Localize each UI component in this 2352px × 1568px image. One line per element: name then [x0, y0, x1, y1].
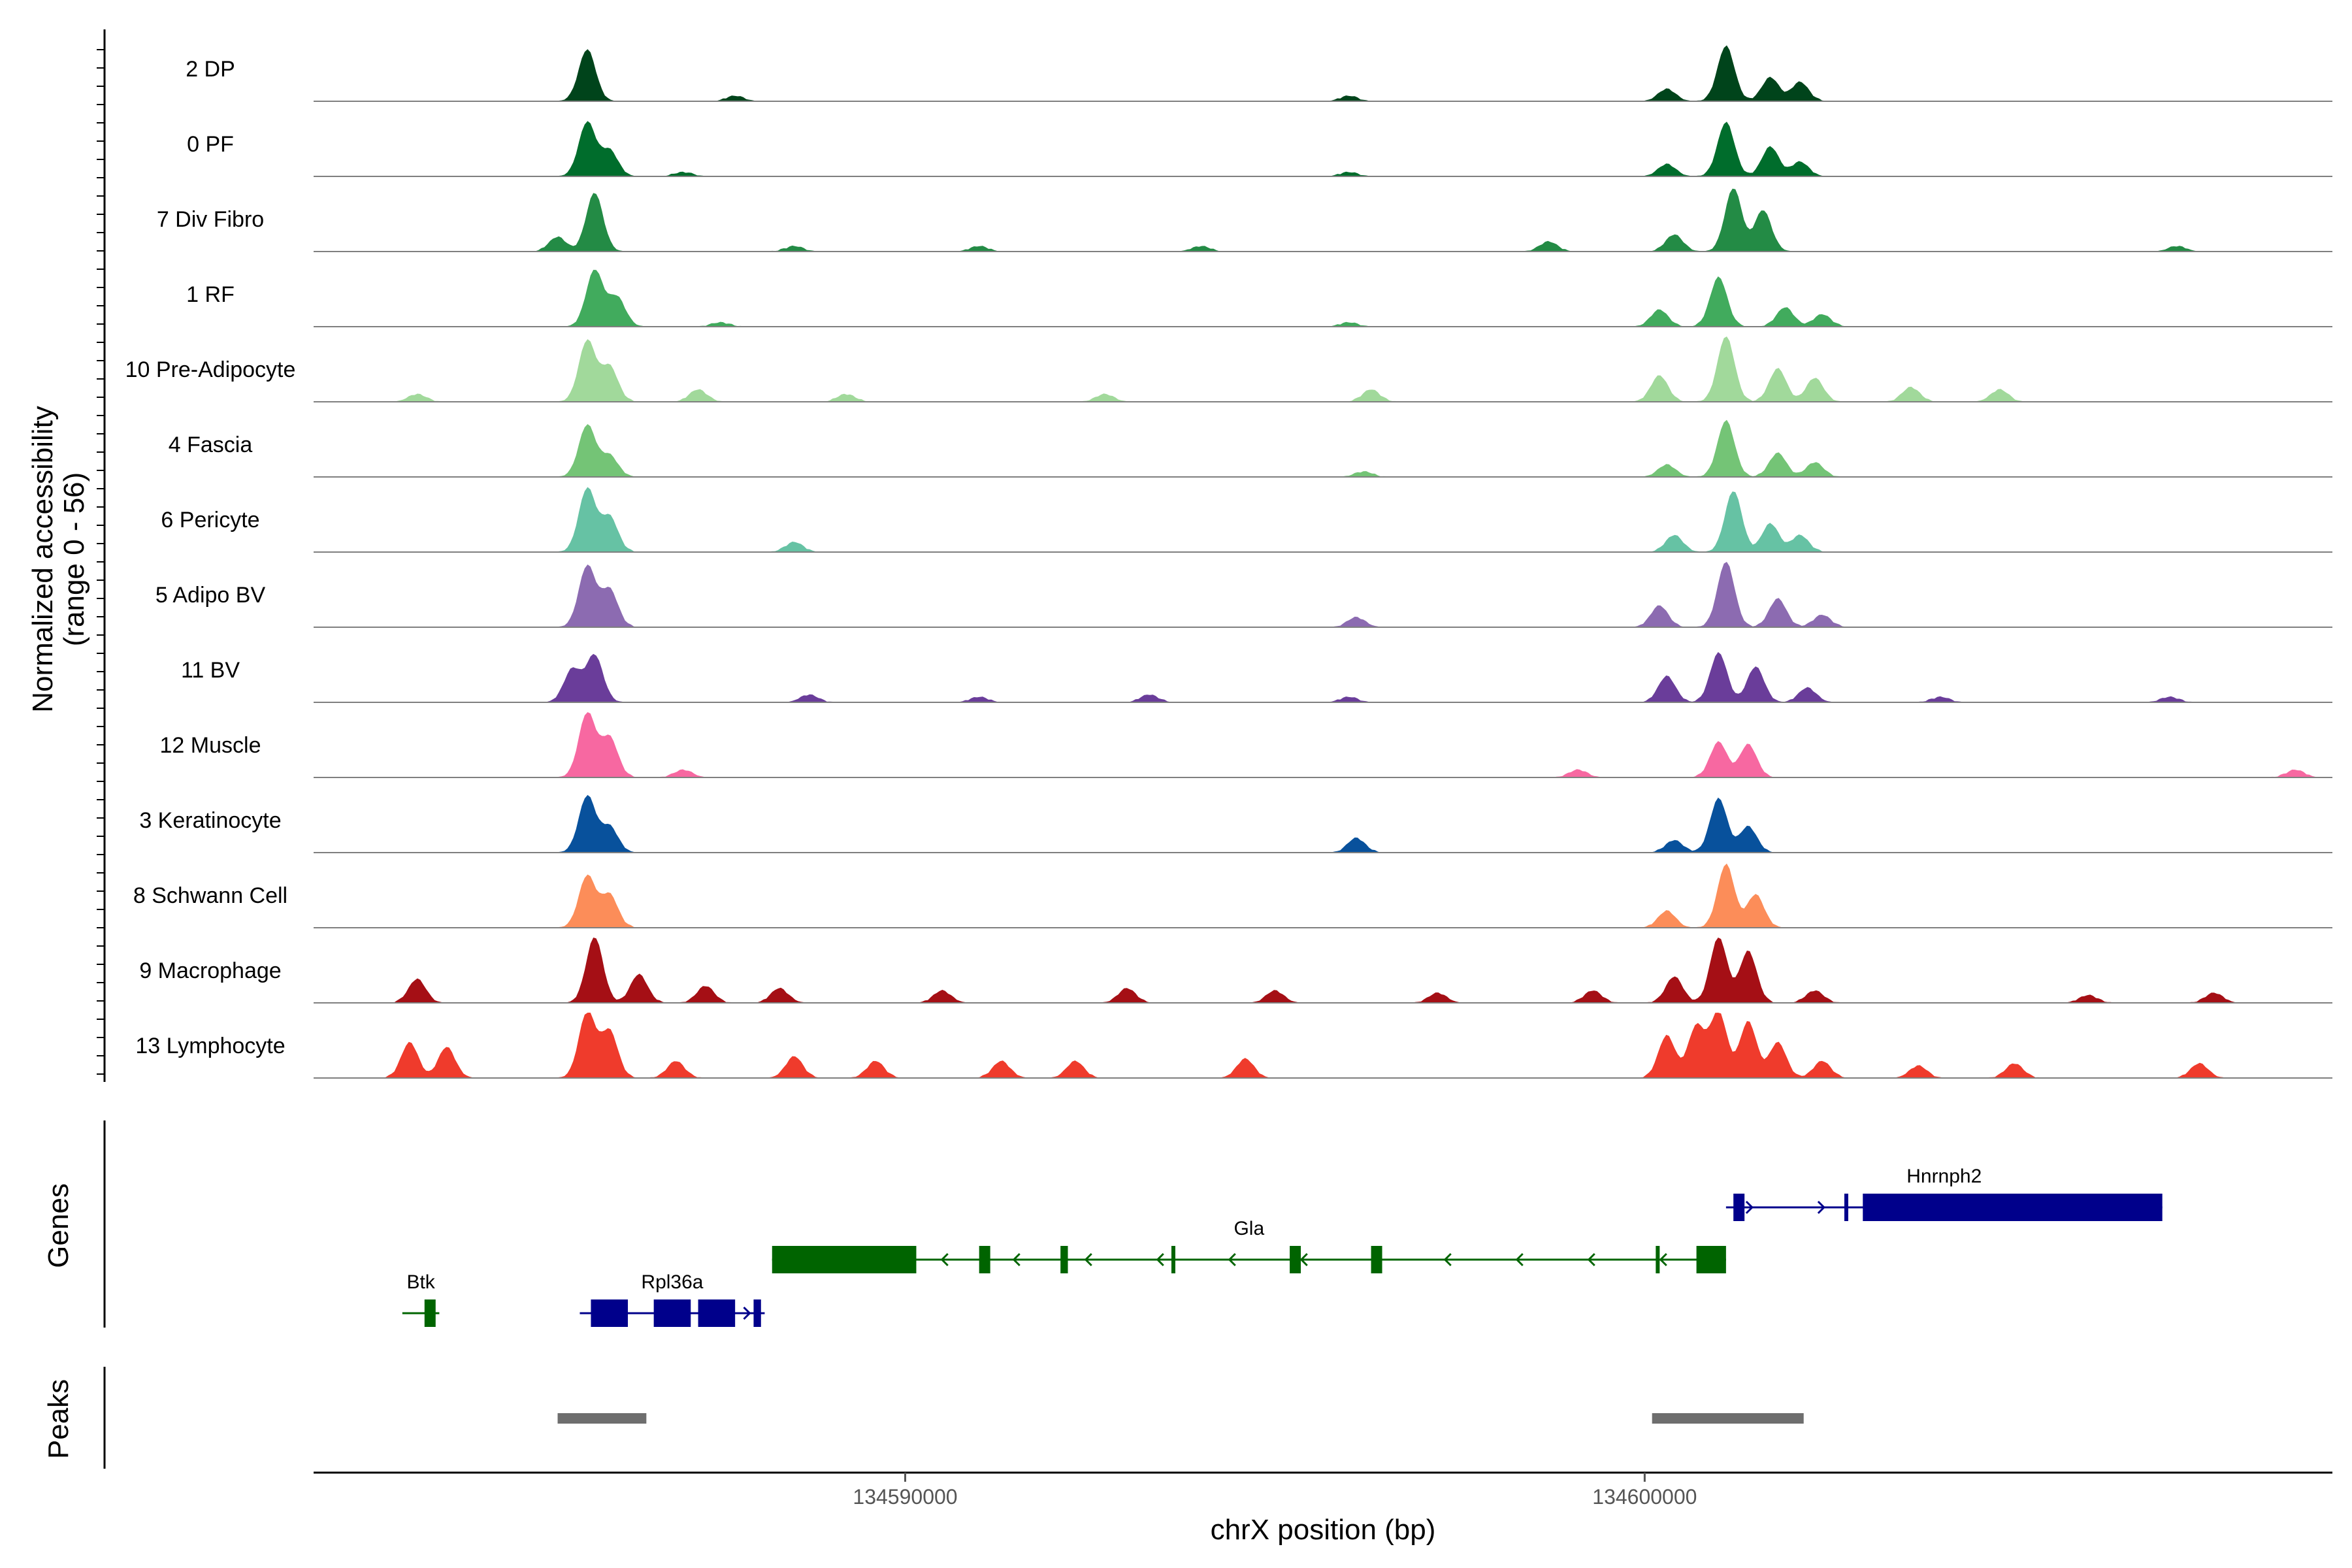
- coverage-area: [314, 188, 2332, 252]
- track-label: 9 Macrophage: [139, 958, 281, 983]
- coverage-area: [314, 121, 2332, 176]
- strand-arrow: [743, 1306, 751, 1320]
- track-label: 10 Pre-Adipocyte: [125, 357, 296, 382]
- gene-exon: [1863, 1194, 2163, 1221]
- coverage-track: 9 Macrophage: [139, 938, 2332, 1004]
- gene-exon: [424, 1299, 436, 1327]
- strand-arrow: [1659, 1252, 1667, 1267]
- coverage-area: [314, 863, 2332, 928]
- strand-arrow: [1745, 1200, 1754, 1215]
- track-label: 12 Muscle: [160, 733, 261, 758]
- strand-arrow: [1084, 1252, 1092, 1267]
- strand-arrow: [1156, 1252, 1164, 1267]
- coverage-track: 8 Schwann Cell: [133, 863, 2332, 928]
- coverage-area: [314, 794, 2332, 853]
- gene-label: Hnrnph2: [1906, 1166, 1982, 1187]
- coverage-area: [314, 487, 2332, 552]
- y-axis-title: Normalized accessibility: [27, 406, 59, 712]
- gene-exon: [1060, 1246, 1068, 1273]
- genes-section-label: Genes: [42, 1183, 74, 1268]
- gene-exon: [1733, 1194, 1745, 1221]
- coverage-area: [314, 712, 2332, 777]
- track-label: 0 PF: [187, 132, 234, 157]
- peaks-section-label: Peaks: [42, 1379, 74, 1459]
- coverage-area: [314, 45, 2332, 101]
- strand-arrow: [1012, 1252, 1021, 1267]
- gene-annotation-panel: Btk Rpl36a Gla Hnrnph2: [402, 1166, 2163, 1327]
- gene-exon: [979, 1246, 990, 1273]
- coverage-track: 3 Keratinocyte: [139, 794, 2332, 853]
- gene-exon: [753, 1299, 761, 1327]
- gene-exon: [1844, 1194, 1848, 1221]
- strand-arrow: [1587, 1252, 1595, 1267]
- gene-exon: [653, 1299, 691, 1327]
- coverage-track: 7 Div Fibro: [157, 188, 2332, 252]
- track-label: 6 Pericyte: [161, 508, 259, 532]
- gene-exon: [591, 1299, 629, 1327]
- track-label: 8 Schwann Cell: [133, 883, 287, 908]
- coverage-track: 6 Pericyte: [161, 487, 2332, 553]
- x-axis-title: chrX position (bp): [1211, 1514, 1436, 1546]
- strand-arrow: [940, 1252, 949, 1267]
- gene-label: Gla: [1233, 1218, 1264, 1239]
- strand-arrow: [1228, 1252, 1236, 1267]
- track-label: 1 RF: [186, 282, 235, 307]
- peak-region-bar: [557, 1413, 647, 1424]
- x-tick-label: 134590000: [853, 1485, 957, 1509]
- gene-exon: [1290, 1246, 1301, 1273]
- strand-arrow: [1443, 1252, 1452, 1267]
- coverage-track: 11 BV: [181, 652, 2332, 703]
- track-label: 2 DP: [186, 57, 235, 82]
- gene-exon: [1696, 1246, 1726, 1273]
- gene-label: Rpl36a: [641, 1271, 703, 1293]
- gene-exon: [1656, 1246, 1660, 1273]
- strand-arrow: [1817, 1200, 1825, 1215]
- coverage-track: 12 Muscle: [160, 712, 2332, 778]
- track-label: 4 Fascia: [169, 433, 253, 457]
- track-label: 5 Adipo BV: [155, 583, 266, 608]
- coverage-area: [314, 336, 2332, 402]
- coverage-area: [314, 1013, 2332, 1078]
- gene-model: Btk: [402, 1271, 440, 1327]
- gene-exon: [772, 1246, 917, 1273]
- gene-label: Btk: [406, 1271, 435, 1293]
- x-tick-label: 134600000: [1592, 1485, 1697, 1509]
- peak-regions-panel: [557, 1413, 1804, 1424]
- coverage-y-axis-ticks: [97, 49, 105, 1075]
- coverage-area: [314, 562, 2332, 627]
- gene-exon: [698, 1299, 736, 1327]
- strand-arrow: [1515, 1252, 1524, 1267]
- coverage-area: [314, 419, 2332, 477]
- y-axis-range: (range 0 - 56): [58, 472, 90, 647]
- gene-exon: [1171, 1246, 1175, 1273]
- x-axis-ticks: 134590000 134600000: [853, 1473, 1697, 1509]
- peak-region-bar: [1652, 1413, 1804, 1424]
- coverage-track: 0 PF: [187, 121, 2332, 177]
- coverage-area: [314, 270, 2332, 327]
- gene-model: Rpl36a: [580, 1271, 765, 1327]
- gene-model: Hnrnph2: [1725, 1166, 2163, 1221]
- coverage-track: 4 Fascia: [169, 419, 2332, 478]
- coverage-tracks: 2 DP 0 PF 7 Div Fibro 1 RF 10 Pre-Adipocyte 4…: [125, 45, 2332, 1079]
- coverage-track: 10 Pre-Adipocyte: [125, 336, 2332, 402]
- coverage-area: [314, 652, 2332, 702]
- coverage-track: 5 Adipo BV: [155, 562, 2332, 628]
- coverage-track: 13 Lymphocyte: [135, 1013, 2332, 1079]
- gene-model: Gla: [772, 1218, 1726, 1273]
- coverage-track: 2 DP: [186, 45, 2332, 102]
- track-label: 7 Div Fibro: [157, 207, 264, 232]
- track-label: 11 BV: [181, 658, 240, 683]
- gene-exon: [1371, 1246, 1382, 1273]
- coverage-track: 1 RF: [186, 270, 2332, 327]
- track-label: 3 Keratinocyte: [139, 808, 281, 833]
- track-label: 13 Lymphocyte: [135, 1034, 285, 1058]
- coverage-area: [314, 938, 2332, 1003]
- strand-arrow: [1299, 1252, 1308, 1267]
